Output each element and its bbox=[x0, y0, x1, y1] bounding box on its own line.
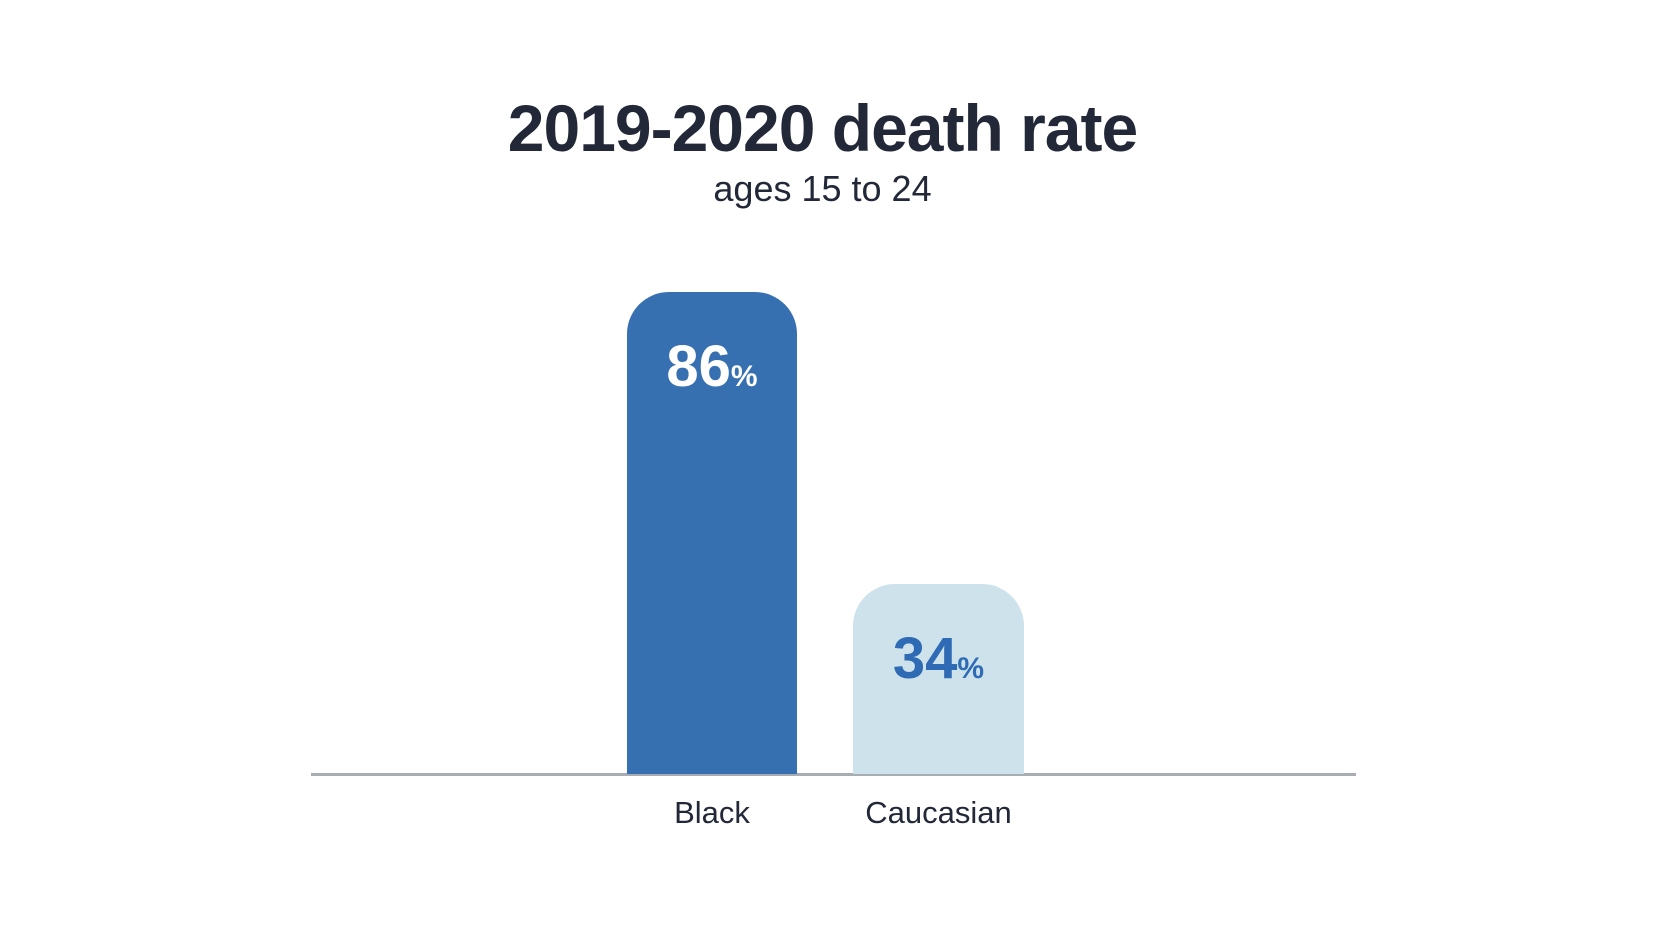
bar-caucasian-percent-sign: % bbox=[957, 652, 985, 685]
category-label-caucasian: Caucasian bbox=[865, 795, 1012, 830]
bar-black-value-label: 86% bbox=[666, 292, 757, 774]
bar-caucasian-value-label: 34% bbox=[893, 584, 984, 774]
bar-caucasian: 34% bbox=[853, 584, 1024, 774]
chart-title: 2019-2020 death rate bbox=[507, 91, 1138, 165]
x-axis-line bbox=[311, 773, 1356, 776]
bar-black-percent-sign: % bbox=[730, 360, 758, 393]
bar-black: 86% bbox=[627, 292, 797, 774]
category-label-black: Black bbox=[674, 795, 750, 830]
bar-caucasian-value: 34 bbox=[892, 626, 958, 691]
chart-subtitle: ages 15 to 24 bbox=[713, 168, 932, 209]
bar-black-value: 86 bbox=[666, 334, 731, 399]
